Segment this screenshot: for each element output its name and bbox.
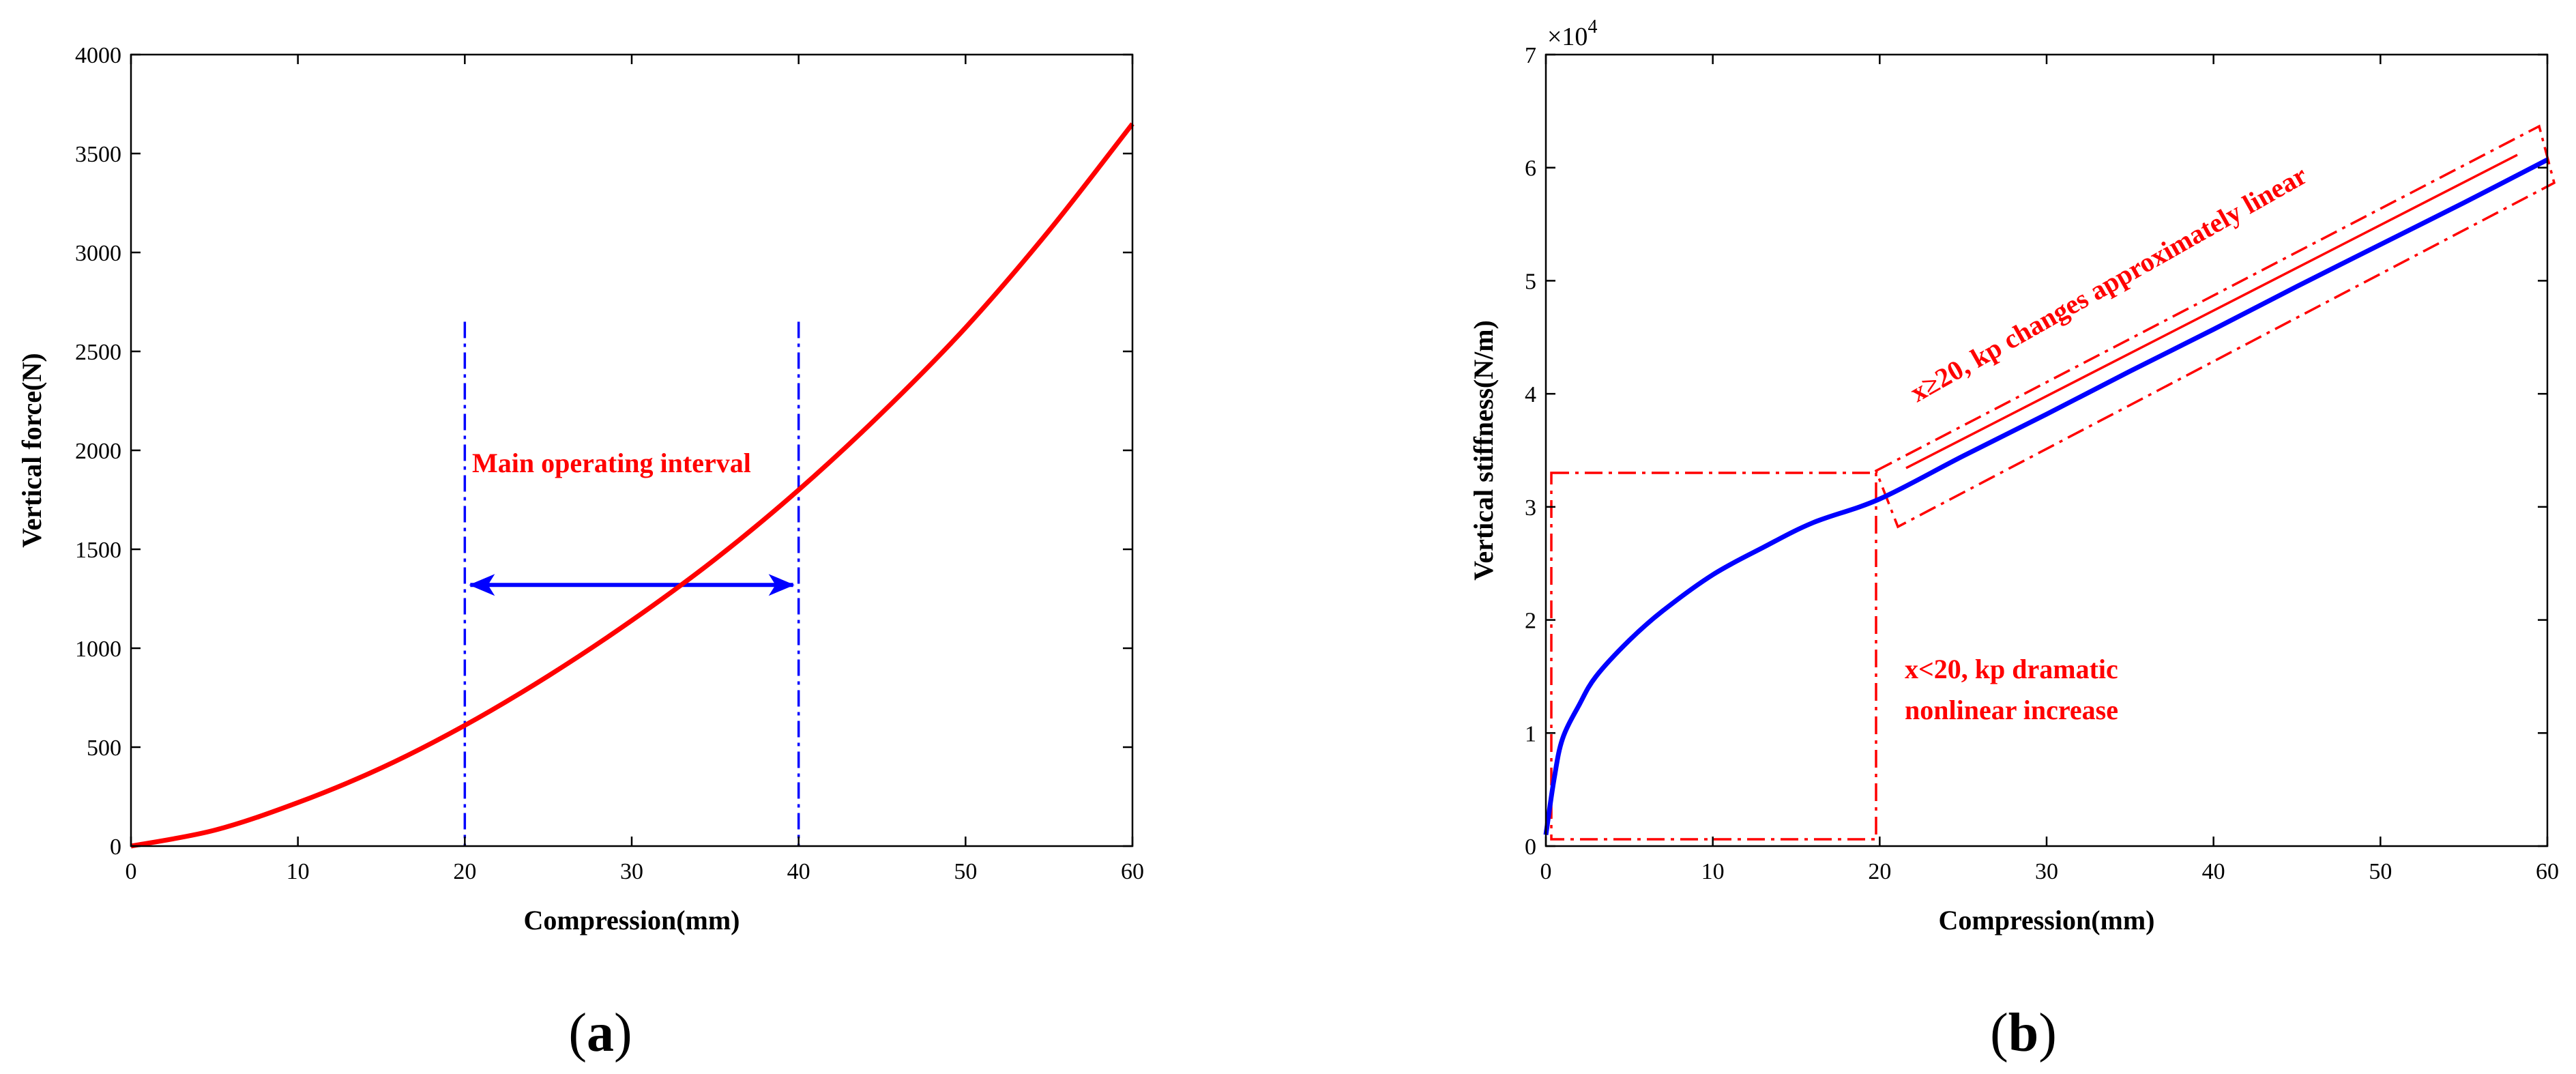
chart-b-y-tick-label: 1	[1525, 721, 1536, 746]
chart-a-y-tick-label: 4000	[75, 43, 121, 68]
chart-b-linear-text: x≥20, kp changes approximately linear	[1905, 160, 2312, 408]
chart-b-linear-reference-line	[1905, 154, 2518, 469]
panel-b-letter: b	[2008, 1003, 2039, 1063]
chart-b-stiffness-curve	[1543, 157, 2549, 835]
chart-b-y-axis-label: Vertical stiffness(N/m)	[1468, 320, 1499, 581]
chart-a-x-tick-label: 60	[1121, 859, 1144, 884]
chart-a-x-axis-label: Compression(mm)	[523, 905, 740, 935]
chart-a-force-curve	[130, 122, 1135, 849]
chart-b-nonlinear-box	[1550, 471, 1877, 841]
chart-a-x-tick-label: 0	[126, 859, 137, 884]
panel-b-label: (b)	[1990, 1003, 2057, 1063]
chart-b-x-tick-label: 40	[2202, 859, 2225, 884]
chart-b-y-multiplier-exp: 4	[1587, 16, 1597, 38]
panel-a-letter: a	[587, 1003, 614, 1063]
chart-b-y-tick-label: 7	[1525, 43, 1536, 68]
chart-b-plot-frame	[1545, 53, 2549, 847]
panel-a-label: (a)	[568, 1003, 632, 1063]
chart-a-x-tick-label: 20	[453, 859, 476, 884]
chart-b-annotations	[1550, 124, 2556, 841]
chart-b-y-tick-label: 4	[1525, 382, 1536, 407]
chart-a-y-tick-label: 500	[87, 736, 121, 761]
chart-b-x-tick-label: 10	[1701, 859, 1725, 884]
chart-a-y-tick-label: 1000	[75, 637, 121, 662]
chart-b-y-tick-label: 0	[1525, 834, 1536, 860]
chart-b-linear-box	[1874, 124, 2556, 529]
chart-a-y-tick-label: 3500	[75, 142, 121, 167]
chart-a-interval-arrow-head-left	[469, 574, 495, 596]
chart-a-x-tick-label: 40	[787, 859, 810, 884]
chart-a-interval-arrow-head-right	[768, 574, 795, 596]
chart-a-y-tick-label: 1500	[75, 538, 121, 563]
chart-a-y-tick-label: 3000	[75, 241, 121, 266]
chart-a: 0 10 20 30 40 50 60 0 500 1000 1500 2000 2500 3000 35…	[16, 43, 1144, 1063]
chart-a-x-ticks: 0 10 20 30 40 50 60	[126, 55, 1144, 884]
chart-a-x-tick-label: 10	[287, 859, 310, 884]
chart-a-y-ticks: 0 500 1000 1500 2000 2500 3000 3500 4000	[75, 43, 1132, 860]
chart-b-y-multiplier: ×104	[1547, 16, 1597, 51]
chart-a-x-tick-label: 30	[620, 859, 643, 884]
chart-b-x-tick-label: 50	[2369, 859, 2392, 884]
chart-b-x-tick-label: 30	[2035, 859, 2058, 884]
chart-b-x-axis-label: Compression(mm)	[1938, 905, 2154, 935]
chart-a-y-tick-label: 2000	[75, 439, 121, 464]
chart-b-y-ticks: 0 1 2 3 4 5 6 7	[1525, 43, 2547, 860]
chart-a-interval-text: Main operating interval	[472, 448, 751, 478]
chart-b-x-tick-label: 0	[1540, 859, 1552, 884]
chart-b-nonlinear-text-line2: nonlinear increase	[1905, 695, 2118, 725]
chart-b-x-tick-label: 60	[2536, 859, 2559, 884]
chart-a-y-tick-label: 2500	[75, 340, 121, 365]
chart-b-x-ticks: 0 10 20 30 40 50 60	[1540, 55, 2559, 884]
chart-a-x-tick-label: 50	[954, 859, 977, 884]
chart-b-y-tick-label: 2	[1525, 609, 1536, 634]
chart-b-nonlinear-text-line1: x<20, kp dramatic	[1905, 654, 2118, 684]
chart-a-interval-annotation	[463, 321, 800, 846]
chart-b-y-tick-label: 3	[1525, 495, 1536, 521]
chart-b-y-tick-label: 5	[1525, 269, 1536, 294]
chart-b-x-tick-label: 20	[1868, 859, 1891, 884]
chart-b-y-multiplier-base: ×10	[1547, 23, 1587, 51]
chart-b-y-tick-label: 6	[1525, 156, 1536, 182]
chart-a-y-tick-label: 0	[110, 834, 121, 860]
chart-a-y-axis-label: Vertical force(N)	[16, 353, 47, 547]
